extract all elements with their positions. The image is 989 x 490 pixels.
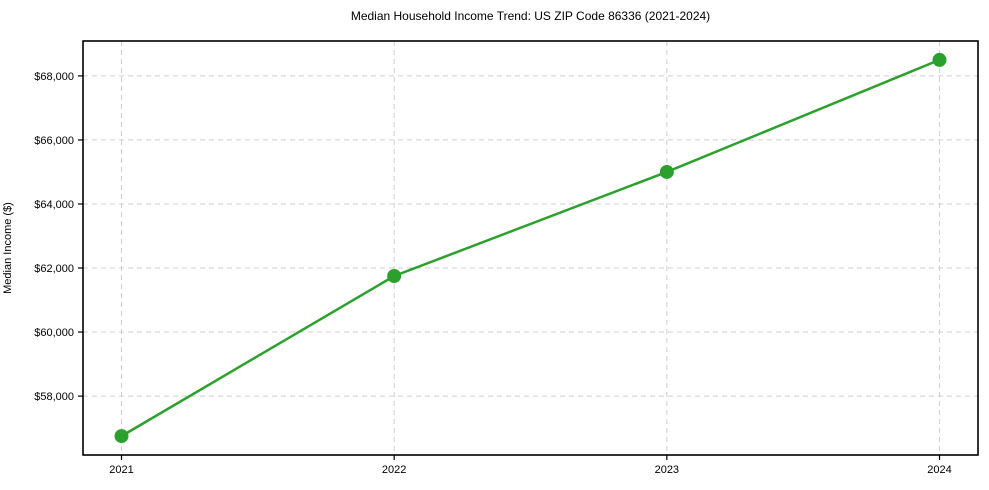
data-point [932,52,947,67]
x-tick-label: 2024 [927,464,951,476]
x-tick-label: 2021 [109,464,133,476]
data-point [659,164,674,179]
y-tick-label: $58,000 [34,391,74,403]
x-tick-label: 2023 [655,464,679,476]
y-tick-label: $66,000 [34,135,74,147]
x-tick-label: 2022 [382,464,406,476]
y-tick-label: $68,000 [34,71,74,83]
data-point [387,269,402,284]
data-point [114,429,129,444]
y-tick-label: $62,000 [34,263,74,275]
data-line [120,58,941,438]
y-tick-label: $60,000 [34,327,74,339]
plot-border [82,40,979,456]
y-tick-label: $64,000 [34,199,74,211]
y-axis-label: Median Income ($) [2,202,14,294]
chart-title: Median Household Income Trend: US ZIP Co… [350,9,711,23]
